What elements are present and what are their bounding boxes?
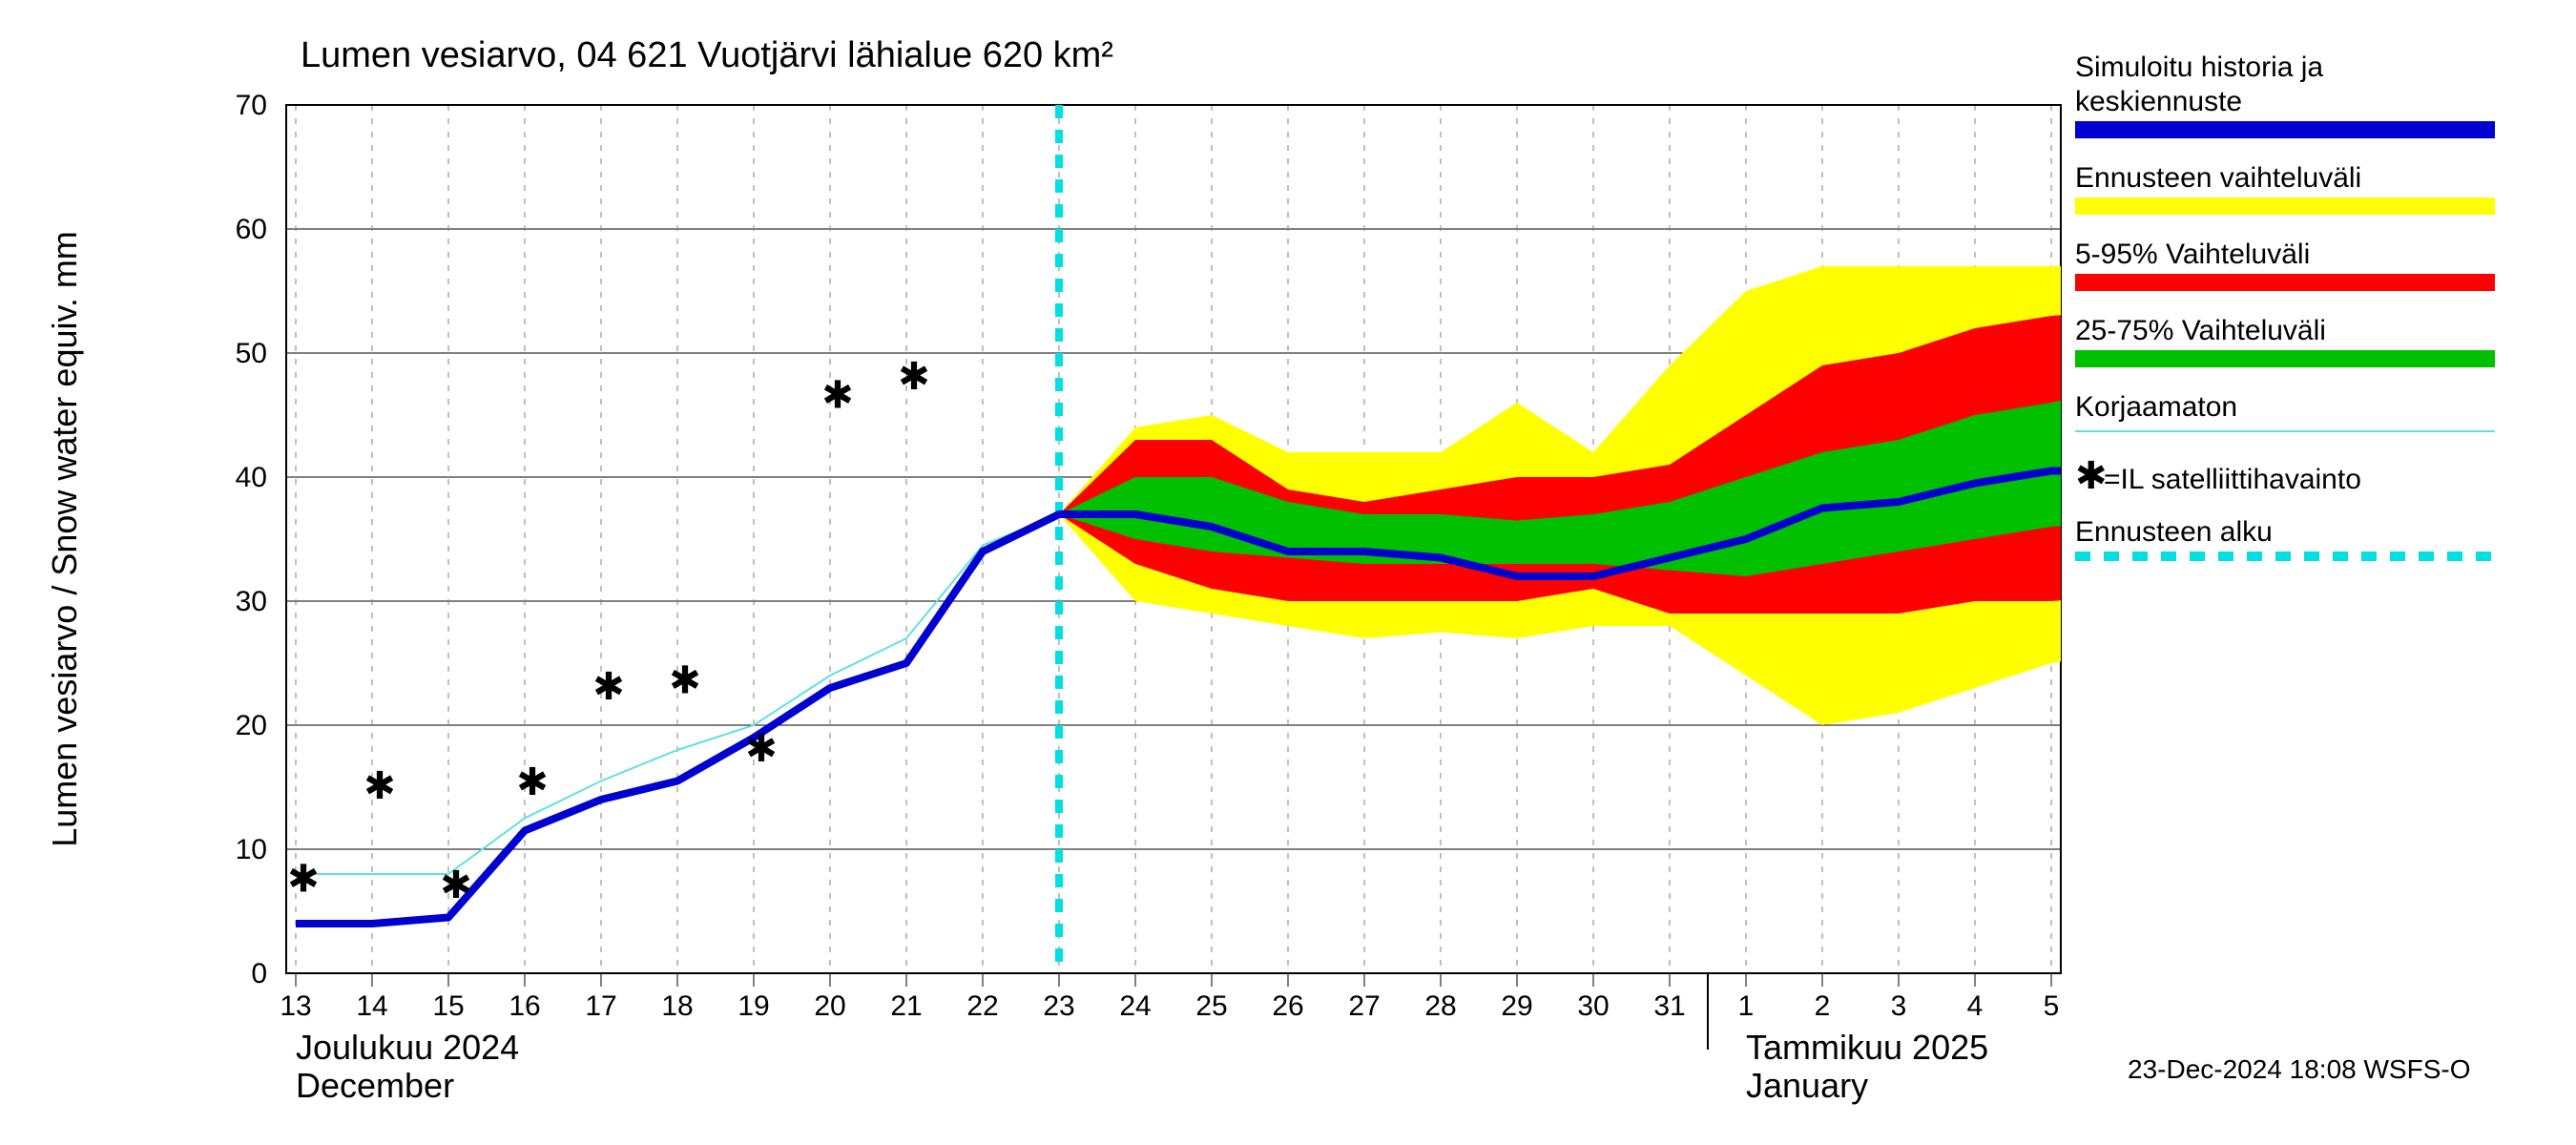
- svg-text:✱: ✱: [440, 864, 472, 906]
- y-tick-label: 40: [236, 462, 267, 493]
- svg-text:✱: ✱: [287, 859, 320, 901]
- timestamp: 23-Dec-2024 18:08 WSFS-O: [2128, 1054, 2471, 1084]
- x-tick-label: 5: [2044, 990, 2060, 1022]
- x-tick-label: 31: [1653, 990, 1685, 1022]
- svg-text:✱: ✱: [364, 765, 396, 807]
- svg-text:✱: ✱: [898, 356, 930, 398]
- svg-text:✱: ✱: [821, 375, 854, 417]
- month-label-fi: Tammikuu 2025: [1746, 1028, 1988, 1067]
- x-tick-label: 4: [1967, 990, 1984, 1022]
- month-label-en: January: [1746, 1066, 1868, 1105]
- x-tick-label: 28: [1424, 990, 1456, 1022]
- x-tick-label: 25: [1195, 990, 1227, 1022]
- x-tick-label: 17: [585, 990, 616, 1022]
- month-label-en: December: [296, 1066, 454, 1105]
- x-tick-label: 18: [661, 990, 693, 1022]
- y-tick-label: 20: [236, 710, 267, 741]
- x-tick-label: 3: [1891, 990, 1907, 1022]
- chart-title: Lumen vesiarvo, 04 621 Vuotjärvi lähialu…: [301, 35, 1113, 75]
- svg-text:✱: ✱: [516, 761, 549, 803]
- x-tick-label: 2: [1815, 990, 1831, 1022]
- x-tick-label: 22: [966, 990, 998, 1022]
- y-tick-label: 0: [251, 958, 267, 989]
- x-tick-label: 29: [1501, 990, 1532, 1022]
- x-tick-label: 1: [1738, 990, 1755, 1022]
- y-tick-label: 70: [236, 90, 267, 121]
- y-tick-label: 10: [236, 834, 267, 865]
- x-tick-label: 13: [280, 990, 311, 1022]
- x-tick-label: 26: [1272, 990, 1303, 1022]
- svg-text:Korjaamaton: Korjaamaton: [2075, 391, 2237, 423]
- svg-text:✱: ✱: [669, 660, 701, 702]
- svg-text:keskiennuste: keskiennuste: [2075, 86, 2242, 117]
- svg-text:5-95% Vaihteluväli: 5-95% Vaihteluväli: [2075, 239, 2310, 270]
- x-tick-label: 20: [814, 990, 845, 1022]
- x-tick-label: 19: [737, 990, 769, 1022]
- y-tick-label: 50: [236, 338, 267, 369]
- svg-text:25-75% Vaihteluväli: 25-75% Vaihteluväli: [2075, 315, 2326, 346]
- svg-text:Ennusteen vaihteluväli: Ennusteen vaihteluväli: [2075, 162, 2361, 194]
- star-icon: ✱: [2075, 455, 2108, 497]
- month-label-fi: Joulukuu 2024: [296, 1028, 519, 1067]
- y-axis-label: Lumen vesiarvo / Snow water equiv. mm: [45, 231, 84, 847]
- swe-forecast-chart: 010203040506070✱✱✱✱✱✱✱✱✱1314151617181920…: [0, 0, 2576, 1145]
- x-tick-label: 30: [1577, 990, 1609, 1022]
- x-tick-label: 14: [356, 990, 387, 1022]
- svg-text:=IL satelliittihavainto: =IL satelliittihavainto: [2104, 464, 2361, 495]
- svg-text:Ennusteen alku: Ennusteen alku: [2075, 516, 2273, 548]
- x-tick-label: 27: [1348, 990, 1380, 1022]
- svg-text:✱: ✱: [592, 666, 625, 708]
- y-tick-label: 30: [236, 586, 267, 617]
- svg-text:✱: ✱: [745, 728, 778, 770]
- x-tick-label: 23: [1043, 990, 1074, 1022]
- x-tick-label: 16: [509, 990, 540, 1022]
- svg-text:Simuloitu historia ja: Simuloitu historia ja: [2075, 52, 2323, 83]
- x-tick-label: 15: [432, 990, 464, 1022]
- y-tick-label: 60: [236, 214, 267, 245]
- x-tick-label: 24: [1119, 990, 1151, 1022]
- x-tick-label: 21: [890, 990, 922, 1022]
